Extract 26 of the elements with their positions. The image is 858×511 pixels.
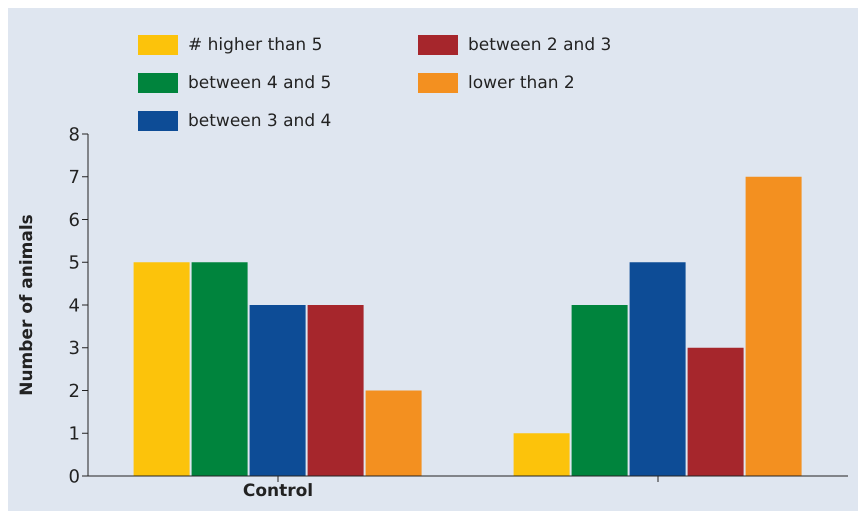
y-tick-label: 1 [68, 424, 80, 445]
bar [134, 262, 190, 476]
y-tick-label: 6 [68, 210, 80, 231]
bar [630, 262, 686, 476]
bar [572, 305, 628, 476]
bar [192, 262, 248, 476]
y-tick-label: 7 [68, 167, 80, 188]
y-tick-label: 3 [68, 338, 80, 360]
y-tick-label: 5 [68, 252, 80, 274]
y-axis-title: Number of animals [17, 214, 38, 396]
y-tick-label: 8 [68, 124, 80, 146]
bar [308, 305, 364, 476]
y-tick-label: 4 [68, 295, 80, 316]
legend-label: between 3 and 4 [188, 111, 332, 131]
y-tick-label: 2 [68, 380, 80, 402]
legend-label: between 4 and 5 [188, 73, 332, 93]
x-tick-label: Control [242, 481, 314, 502]
bar [688, 348, 744, 476]
bar [250, 305, 306, 476]
bar [746, 176, 802, 476]
legend-label: # higher than 5 [188, 35, 322, 55]
legend-label: lower than 2 [468, 73, 575, 93]
bar [366, 390, 422, 476]
bar [514, 433, 570, 476]
y-tick-label: 0 [68, 466, 80, 488]
legend-label: between 2 and 3 [468, 35, 612, 55]
